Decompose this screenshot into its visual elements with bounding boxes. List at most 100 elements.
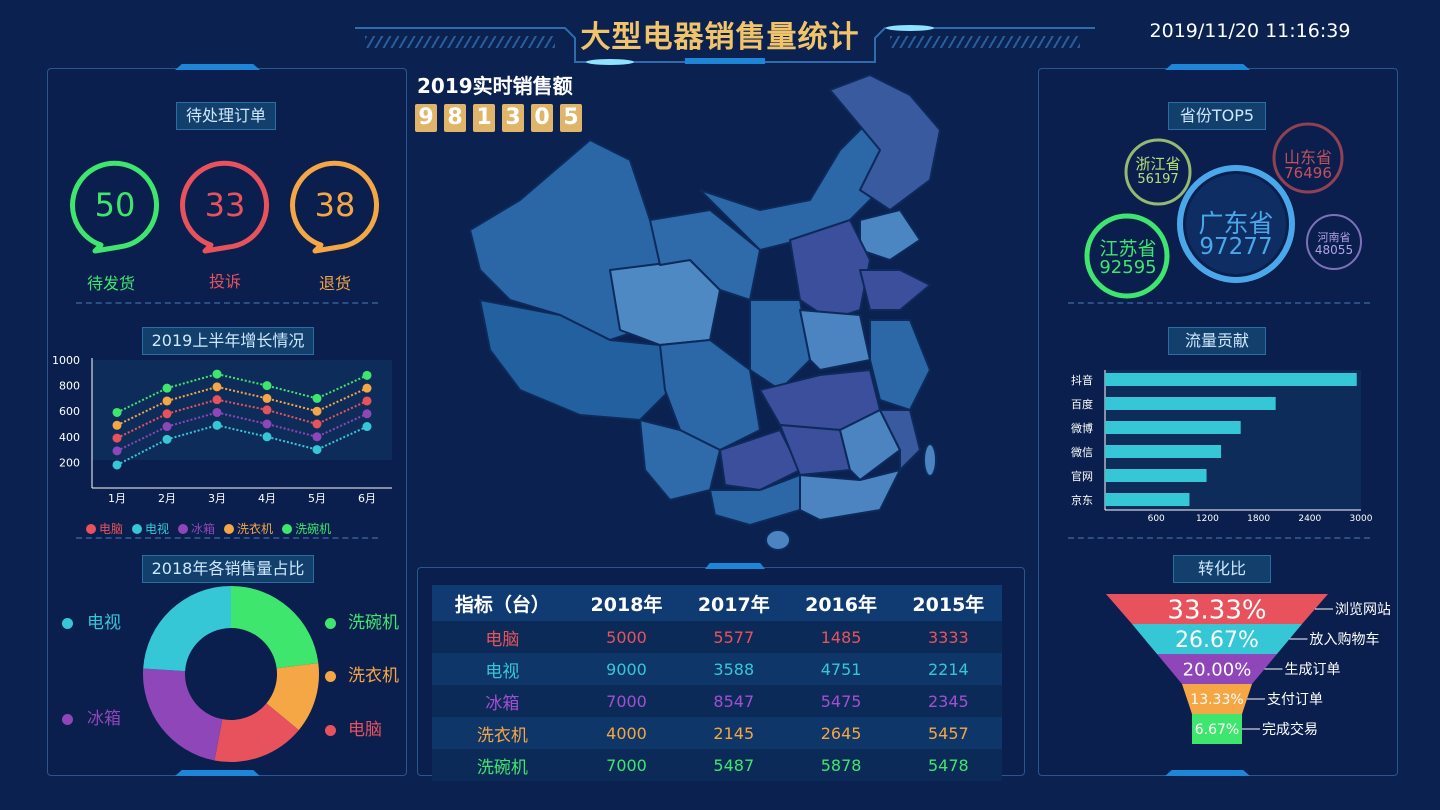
growth-x-tick: 1月 — [108, 492, 126, 505]
ring-arc — [180, 160, 269, 250]
growth-legend-dot — [178, 524, 189, 534]
growth-series-line — [116, 424, 368, 466]
table-row-label: 冰箱 — [432, 685, 573, 717]
funnel-stage — [1182, 684, 1252, 714]
sales-digit: 0 — [531, 104, 553, 132]
right-divider-1 — [1068, 302, 1370, 304]
growth-point — [162, 422, 172, 432]
growth-point — [162, 396, 172, 406]
growth-point — [112, 460, 122, 470]
donut-slice — [266, 662, 319, 731]
funnel-stage-percent: 33.33% — [1167, 595, 1266, 625]
traffic-bar — [1105, 421, 1241, 434]
legend-fridge: 冰箱 — [62, 704, 121, 729]
table-cell: 7000 — [572, 749, 681, 781]
growth-legend-item[interactable]: 电视 — [132, 522, 169, 536]
traffic-x-tick: 600 — [1148, 514, 1165, 524]
growth-legend-label: 冰箱 — [191, 522, 216, 536]
bubble-jiangsu-name: 江苏省 — [1099, 238, 1157, 260]
donut-slice — [143, 586, 231, 672]
table-row: 冰箱 7000 8547 5475 2345 — [432, 685, 1002, 717]
growth-point — [362, 370, 372, 380]
header-frame — [355, 25, 1095, 65]
growth-y-tick: 600 — [59, 405, 80, 418]
bubble-shandong-value: 76496 — [1284, 164, 1332, 182]
map-region-east — [869, 319, 931, 411]
map-region-henan — [799, 309, 871, 371]
bubble-henan-name: 河南省 — [1317, 231, 1351, 244]
legend-tv-dot — [62, 617, 73, 629]
table-row: 电视 9000 3588 4751 2214 — [432, 653, 1002, 685]
growth-point — [262, 393, 272, 403]
traffic-category-label: 微信 — [1071, 445, 1093, 459]
table-cell: 2645 — [787, 717, 895, 749]
table-cell: 3588 — [680, 653, 788, 685]
traffic-bar — [1105, 445, 1222, 458]
map-region-fujian — [879, 409, 921, 471]
table-header-cell: 指标（台） — [432, 585, 573, 621]
table-header-cell: 2015年 — [894, 585, 1002, 621]
legend-dishwasher-dot — [325, 617, 336, 629]
growth-point — [112, 446, 122, 456]
table-row-label: 洗碗机 — [432, 749, 573, 781]
funnel-stage — [1106, 594, 1328, 624]
growth-line-chart: 1000 800 600 400 200 1月 2月 3月 4月 5月 6月 — [52, 354, 392, 505]
table-header-cell: 2017年 — [680, 585, 788, 621]
legend-washer-dot — [325, 670, 336, 682]
share-chart-title: 2018年各销售量占比 — [142, 555, 314, 583]
growth-legend-item[interactable]: 电脑 — [86, 522, 123, 536]
ring-arc — [290, 160, 379, 250]
growth-point — [212, 407, 222, 417]
table-cell: 1485 — [787, 621, 895, 653]
sales-digit: 3 — [502, 104, 524, 132]
growth-legend-label: 电视 — [145, 522, 170, 536]
table-cell: 4000 — [572, 717, 681, 749]
growth-point — [112, 420, 122, 430]
left-panel-bottom-cap — [175, 770, 260, 776]
growth-point — [212, 395, 222, 405]
bubble-guangdong-value: 97277 — [1199, 234, 1273, 260]
traffic-chart-title: 流量贡献 — [1168, 327, 1266, 355]
growth-legend-item[interactable]: 洗衣机 — [224, 522, 273, 536]
china-map[interactable] — [460, 70, 960, 560]
complaint-label: 投诉 — [208, 272, 241, 291]
growth-legend-item[interactable]: 洗碗机 — [282, 522, 331, 536]
growth-x-tick: 6月 — [358, 492, 376, 505]
funnel-stage-percent: 26.67% — [1175, 628, 1259, 653]
table-row: 洗碗机 7000 5487 5878 5478 — [432, 749, 1002, 781]
table-row: 洗衣机 4000 2145 2645 5457 — [432, 717, 1002, 749]
growth-point — [362, 396, 372, 406]
sales-digit: 9 — [415, 104, 437, 132]
legend-computer-label: 电脑 — [348, 720, 382, 740]
funnel-stage-label: 放入购物车 — [1310, 631, 1380, 648]
ring-arc — [70, 160, 159, 250]
growth-x-tick: 5月 — [308, 492, 326, 505]
growth-legend: 电脑 电视 冰箱 洗衣机 洗碗机 — [86, 518, 406, 537]
bubble-jiangsu-value: 92595 — [1099, 257, 1157, 278]
growth-y-tick: 200 — [59, 456, 80, 469]
map-region-liaoning — [859, 209, 921, 261]
map-region-hainan — [765, 529, 791, 551]
growth-point — [362, 422, 372, 432]
table-cell: 5457 — [894, 717, 1002, 749]
conversion-funnel: 33.33% 浏览网站 26.67% 放入购物车 20.00% 生成订单 13.33% 支付订… — [1106, 594, 1390, 744]
funnel-stage — [1157, 654, 1277, 684]
growth-y-tick: 800 — [59, 380, 80, 393]
sales-digit: 8 — [444, 104, 466, 132]
traffic-bar — [1105, 493, 1190, 506]
map-region-jiangxi — [839, 409, 901, 481]
table-cell: 5475 — [787, 685, 895, 717]
growth-point — [312, 419, 322, 429]
bubble-zhejiang-name: 浙江省 — [1135, 155, 1181, 173]
conversion-title: 转化比 — [1173, 555, 1271, 583]
map-region-tibet — [479, 299, 671, 421]
table-panel-top-cap — [705, 563, 765, 569]
growth-point — [212, 382, 222, 392]
table-cell: 5000 — [572, 621, 681, 653]
growth-point — [312, 432, 322, 442]
pending-order-rings — [70, 160, 379, 254]
growth-legend-item[interactable]: 冰箱 — [178, 522, 215, 536]
map-region-gansu — [649, 209, 761, 301]
